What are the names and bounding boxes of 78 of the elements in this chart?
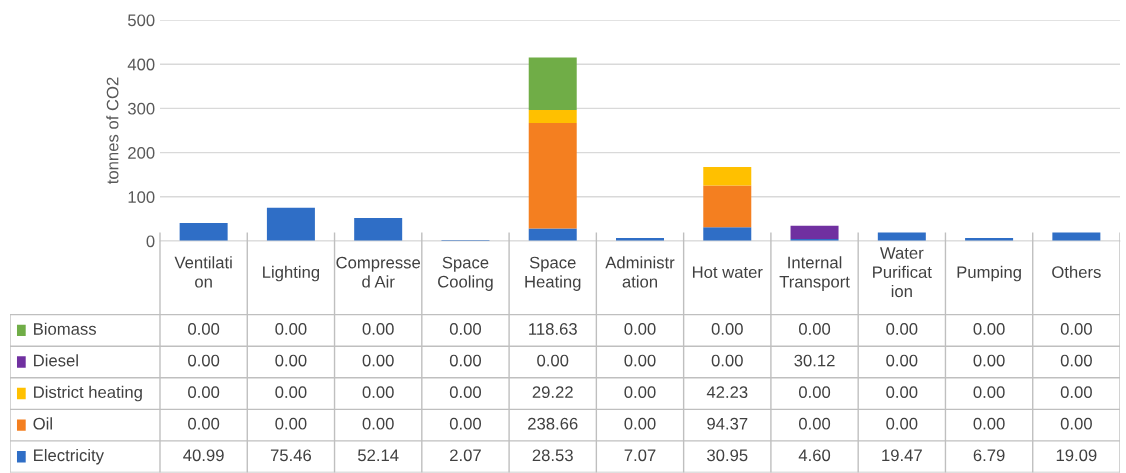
data-label: 0.00	[362, 386, 394, 399]
data-label: 19.09	[1056, 449, 1097, 462]
data-label: 0.00	[449, 417, 482, 430]
data-label: 7.07	[624, 449, 656, 462]
data-label: 29.22	[532, 386, 573, 399]
data-label: 0.00	[362, 417, 394, 430]
data-label: 28.53	[532, 449, 573, 462]
data-label: 0.00	[537, 354, 569, 367]
x-tick-label: Internal Transport	[779, 256, 850, 291]
data-label: 0.00	[973, 354, 1005, 367]
data-label: 40.99	[183, 449, 224, 462]
data-label: 19.47	[882, 449, 922, 462]
data-label: 0.00	[1060, 386, 1092, 399]
data-label: 0.00	[886, 323, 918, 335]
data-label: 0.00	[886, 386, 918, 399]
data-label: 30.12	[794, 354, 835, 367]
data-label: 0.00	[275, 323, 307, 335]
data-label: 0.00	[188, 386, 220, 399]
legend-label: Biomass	[34, 322, 96, 335]
data-label: 0.00	[711, 323, 743, 335]
x-tick-label: Pumping	[957, 265, 1021, 282]
y-tick-label: 100	[128, 191, 155, 203]
data-label: 30.95	[707, 449, 748, 462]
data-label: 0.00	[449, 354, 482, 367]
data-label: 0.00	[449, 323, 482, 335]
data-label: 6.79	[973, 449, 1005, 462]
data-label: 238.66	[528, 417, 578, 430]
data-label: 0.00	[188, 417, 220, 430]
legend-label: District heating	[34, 385, 142, 402]
data-label: 0.00	[275, 386, 307, 399]
data-label: 0.00	[188, 323, 220, 335]
data-label: 94.37	[707, 417, 748, 430]
data-label: 4.60	[798, 449, 831, 462]
data-label: 0.00	[798, 386, 831, 399]
x-tick-label: Ventilation	[174, 256, 232, 288]
x-tick-label: Compressed Air	[336, 256, 421, 288]
data-label: 0.00	[1060, 354, 1092, 367]
data-label: 0.00	[362, 354, 394, 367]
y-tick-label: 400	[127, 58, 155, 71]
data-label: 0.00	[711, 354, 743, 367]
data-label: 52.14	[358, 449, 399, 462]
data-label: 0.00	[449, 386, 482, 399]
x-tick-label: Space Cooling	[438, 256, 493, 291]
data-label: 0.00	[275, 354, 307, 367]
data-label: 0.00	[973, 386, 1005, 399]
y-axis-title: tonnes of CO2	[106, 77, 119, 184]
data-label: 0.00	[624, 323, 656, 335]
legend-label: Diesel	[34, 354, 78, 367]
x-tick-label: Others	[1052, 265, 1101, 279]
x-tick-label: Space Heating	[525, 256, 581, 291]
x-tick-label: Administration	[605, 256, 675, 288]
y-tick-label: 500	[128, 14, 155, 27]
data-label: 0.00	[973, 323, 1005, 335]
data-label: 0.00	[798, 323, 831, 335]
y-tick-label: 0	[146, 235, 155, 248]
legend-label: Electricity	[34, 448, 104, 465]
data-label: 0.00	[624, 417, 656, 430]
data-label: 118.63	[529, 323, 577, 335]
x-tick-label: Water Purification	[873, 247, 932, 298]
data-label: 75.46	[270, 449, 312, 462]
y-tick-label: 200	[128, 147, 155, 159]
data-label: 0.00	[886, 354, 918, 367]
data-label: 0.00	[973, 417, 1005, 430]
data-label: 0.00	[886, 417, 918, 430]
data-label: 0.00	[188, 354, 220, 367]
data-label: 0.00	[1060, 323, 1092, 335]
data-label: 2.07	[450, 449, 481, 462]
data-label: 0.00	[624, 354, 656, 367]
data-label: 0.00	[362, 323, 394, 335]
data-label: 0.00	[798, 417, 831, 430]
x-tick-label: Lighting	[263, 265, 320, 282]
legend-label: Oil	[33, 417, 52, 430]
data-label: 0.00	[275, 417, 307, 430]
y-tick-label: 300	[127, 102, 155, 115]
data-label: 42.23	[706, 386, 748, 399]
data-label: 0.00	[1060, 417, 1092, 430]
x-tick-label: Hot water	[692, 266, 763, 279]
data-label: 0.00	[624, 386, 656, 399]
